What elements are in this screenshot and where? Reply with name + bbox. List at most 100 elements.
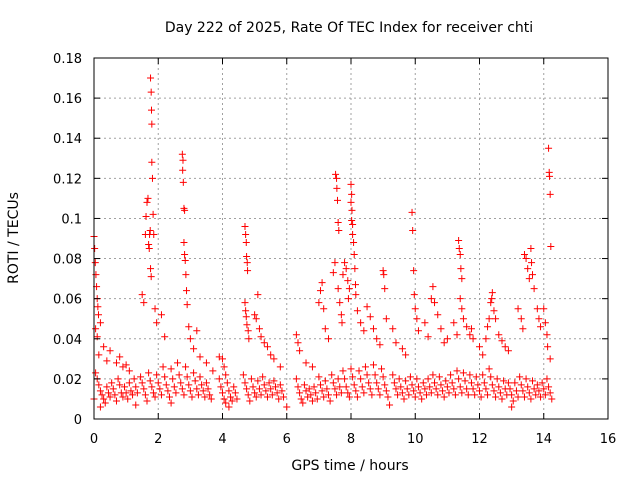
data-point (488, 381, 496, 389)
data-point (243, 385, 251, 393)
data-point (457, 265, 465, 273)
data-point (267, 351, 275, 359)
data-point (257, 391, 265, 399)
data-point (357, 375, 365, 383)
data-point (527, 395, 535, 403)
data-point (335, 226, 343, 234)
data-point (242, 239, 250, 247)
data-point (492, 393, 500, 401)
data-point (517, 315, 525, 323)
data-point (349, 230, 357, 238)
data-point (318, 387, 326, 395)
data-point (341, 375, 349, 383)
data-point (432, 385, 440, 393)
axis-ticks (93, 57, 609, 420)
data-point (525, 275, 533, 283)
data-point (125, 379, 133, 387)
data-point (182, 363, 190, 371)
data-point (540, 385, 548, 393)
data-point (251, 311, 259, 319)
data-point (402, 351, 410, 359)
data-point (500, 377, 508, 385)
data-point (245, 335, 253, 343)
data-point (368, 391, 376, 399)
data-point (280, 393, 288, 401)
data-point (455, 375, 463, 383)
data-point (495, 383, 503, 391)
data-point (151, 305, 159, 313)
data-point (300, 381, 308, 389)
x-tick-label: 4 (218, 432, 226, 447)
data-point (445, 389, 453, 397)
data-point (161, 333, 169, 341)
data-point (308, 397, 316, 405)
data-point (398, 345, 406, 353)
data-point (546, 355, 554, 363)
data-point (180, 391, 188, 399)
data-point (456, 251, 464, 259)
data-point (292, 331, 300, 339)
x-tick-label: 0 (90, 432, 98, 447)
data-point (185, 381, 193, 389)
data-point (156, 385, 164, 393)
data-point (448, 379, 456, 387)
data-point (206, 391, 214, 399)
data-point (225, 387, 233, 395)
data-point (297, 395, 305, 403)
data-point (342, 265, 350, 273)
data-point (114, 375, 122, 383)
data-point (149, 389, 157, 397)
data-point (369, 325, 377, 333)
data-point (167, 399, 175, 407)
data-point (344, 277, 352, 285)
data-point (147, 265, 155, 273)
data-point (347, 180, 355, 188)
data-point (202, 379, 210, 387)
data-point (530, 385, 538, 393)
y-tick-label: 0.18 (53, 52, 82, 67)
data-point (485, 315, 493, 323)
data-point (517, 381, 525, 389)
data-point (435, 373, 443, 381)
data-point (519, 387, 527, 395)
data-point (392, 385, 400, 393)
data-point (254, 291, 262, 299)
y-tick-label: 0.02 (53, 373, 82, 388)
data-point (334, 285, 342, 293)
data-point (434, 391, 442, 399)
data-point (243, 253, 251, 261)
data-point (313, 395, 321, 403)
data-point (201, 393, 209, 401)
data-point (350, 239, 358, 247)
data-point (424, 333, 432, 341)
data-point (209, 367, 217, 375)
data-point (514, 305, 522, 313)
data-point (351, 265, 359, 273)
data-point (455, 237, 463, 245)
data-point (263, 393, 271, 401)
data-point (243, 321, 251, 329)
data-point (181, 206, 189, 214)
data-point (394, 391, 402, 399)
data-point (376, 391, 384, 399)
data-point (357, 319, 365, 327)
data-point (103, 357, 111, 365)
data-point (496, 389, 504, 397)
data-point (270, 355, 278, 363)
data-point (91, 259, 99, 267)
data-point (353, 393, 361, 401)
data-point (157, 391, 165, 399)
data-point (450, 385, 458, 393)
data-point (244, 267, 252, 275)
data-point (334, 375, 342, 383)
data-point (344, 295, 352, 303)
data-point (242, 307, 250, 315)
data-point (431, 299, 439, 307)
data-point (506, 385, 514, 393)
data-point (220, 363, 228, 371)
data-point (260, 381, 268, 389)
data-point (493, 375, 501, 383)
data-point (408, 381, 416, 389)
data-point (466, 371, 474, 379)
